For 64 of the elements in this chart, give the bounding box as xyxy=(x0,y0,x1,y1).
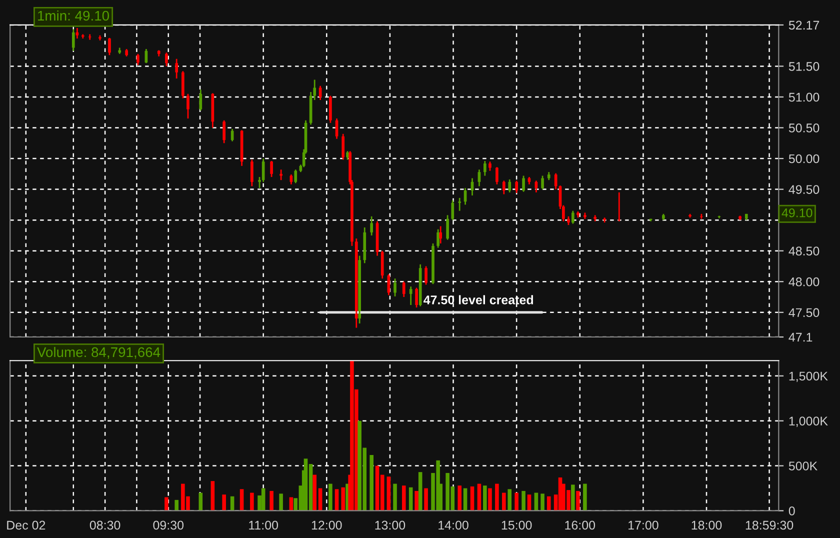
y-tick-label: 500K xyxy=(788,462,818,470)
bar xyxy=(488,488,492,511)
bar xyxy=(386,476,391,511)
y-tick-label: 51.00 xyxy=(788,92,820,102)
bar xyxy=(508,489,512,511)
bar xyxy=(328,484,332,511)
bar xyxy=(402,486,406,511)
bar xyxy=(522,490,526,511)
bar xyxy=(576,490,580,511)
y-tick-label: 1,000K xyxy=(789,416,828,427)
bar xyxy=(279,494,283,511)
y-tick-label: 50.00 xyxy=(788,154,820,164)
bar xyxy=(341,487,345,511)
bar xyxy=(270,490,274,511)
y-tick-label: 48.00 xyxy=(788,277,820,286)
x-tick-label: Dec 02 xyxy=(7,520,46,530)
x-tick-label: 14:00 xyxy=(438,520,468,530)
bar xyxy=(414,490,418,511)
bar xyxy=(250,492,254,511)
bar xyxy=(583,484,587,511)
bar xyxy=(546,496,551,511)
bar xyxy=(534,492,538,511)
bar xyxy=(164,497,168,511)
x-tick-label: 16:00 xyxy=(565,520,596,530)
x-tick-label: 09:30 xyxy=(153,520,184,530)
x-tick-label: 15:00 xyxy=(502,520,532,530)
chart-title: 1min: 49.10 xyxy=(38,10,110,21)
y-tick-label: 1,500K xyxy=(789,372,828,382)
y-tick-label: 47.50 xyxy=(788,308,820,318)
bar xyxy=(502,492,506,511)
x-tick-label: 08:30 xyxy=(90,520,120,530)
bar xyxy=(334,489,339,511)
bar xyxy=(424,488,428,511)
y-tick-label: 50.50 xyxy=(788,124,820,132)
y-tick-label: 52.17 xyxy=(788,20,820,30)
y-tick-label: 0 xyxy=(788,506,795,516)
bar xyxy=(312,474,317,511)
bar xyxy=(393,484,397,511)
x-tick-label: 13:00 xyxy=(375,520,406,530)
bar xyxy=(174,500,178,511)
bar xyxy=(571,484,575,511)
y-tick-label: 49.50 xyxy=(788,185,820,194)
bar xyxy=(198,492,203,511)
bar xyxy=(222,494,226,511)
chart-title: Volume: 84,791,664 xyxy=(37,346,160,359)
bar xyxy=(514,492,518,511)
annotation: 47.50 level created xyxy=(424,295,534,304)
x-tick-label: 18:59:30 xyxy=(746,520,794,530)
y-tick-label: 48.50 xyxy=(788,246,820,256)
x-tick-label: 18:00 xyxy=(692,520,722,530)
bar xyxy=(483,486,487,511)
y-tick-label: 51.50 xyxy=(788,62,820,71)
bar xyxy=(240,489,244,511)
bar xyxy=(540,494,544,511)
bar xyxy=(458,486,462,511)
y-tick-label: 47.1 xyxy=(788,332,812,342)
text: 49.10 xyxy=(782,208,812,218)
bar xyxy=(210,481,215,511)
bar xyxy=(370,454,374,511)
x-tick-label: 12:00 xyxy=(312,520,342,530)
x-tick-label: 11:00 xyxy=(249,520,278,530)
x-tick-label: 17:00 xyxy=(628,520,658,530)
bar xyxy=(495,484,499,511)
bar xyxy=(418,472,422,511)
